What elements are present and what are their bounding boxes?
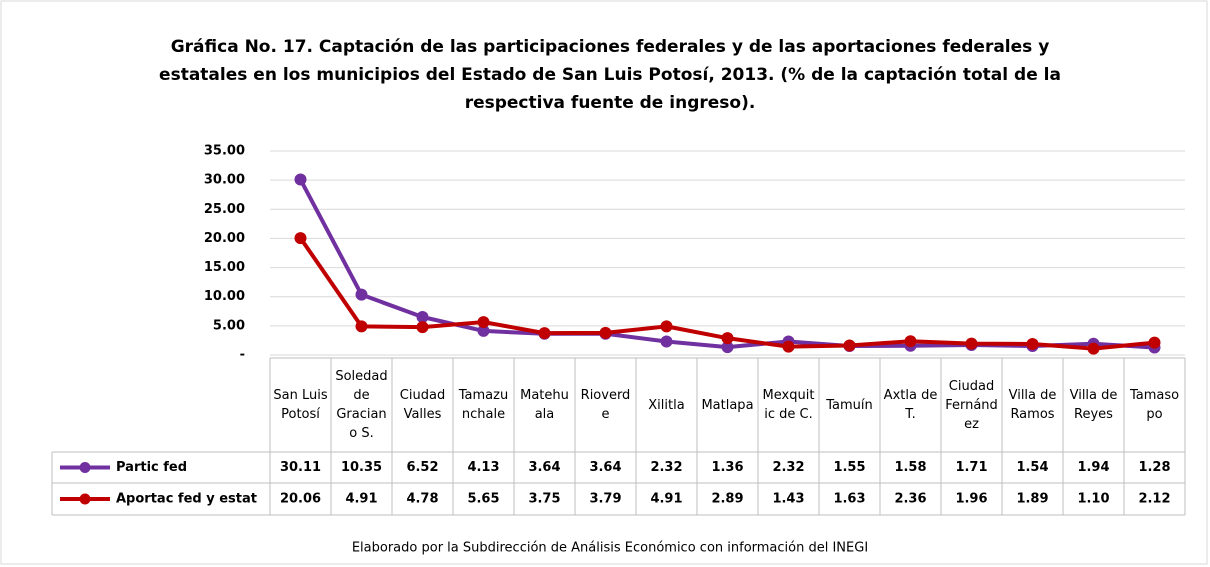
table-value: 1.96 bbox=[955, 492, 987, 507]
table-value: 30.11 bbox=[280, 460, 321, 475]
point bbox=[477, 324, 490, 337]
table-value: 1.89 bbox=[1016, 492, 1048, 507]
point bbox=[599, 326, 612, 339]
y-tick-label: 20.00 bbox=[204, 231, 245, 246]
x-category: Mexquitic de C. bbox=[762, 388, 815, 422]
table-value: 1.94 bbox=[1077, 460, 1109, 475]
x-category: Tamazunchale bbox=[458, 388, 509, 422]
x-category: Matlapa bbox=[701, 397, 754, 413]
y-tick-label: 25.00 bbox=[204, 202, 245, 217]
point bbox=[721, 341, 734, 354]
point bbox=[660, 335, 673, 348]
table-value: 1.71 bbox=[955, 460, 987, 475]
table-value: 3.64 bbox=[589, 460, 621, 475]
category-label: Villa de Ramos bbox=[1008, 388, 1057, 422]
table-value: 1.28 bbox=[1138, 460, 1170, 475]
y-tick-label: 35.00 bbox=[204, 144, 245, 159]
point bbox=[660, 320, 673, 333]
category-label: Tamuín bbox=[826, 397, 873, 413]
point bbox=[416, 321, 429, 334]
table-value: 4.91 bbox=[345, 492, 377, 507]
table-value: 3.79 bbox=[589, 492, 621, 507]
point bbox=[355, 288, 368, 301]
table-value: 1.43 bbox=[772, 492, 804, 507]
point bbox=[721, 332, 734, 345]
y-tick-label: 30.00 bbox=[204, 173, 245, 188]
category-label: Xilitla bbox=[648, 397, 685, 413]
point bbox=[294, 173, 307, 186]
category-label: Matehuala bbox=[520, 388, 569, 422]
point bbox=[416, 310, 429, 323]
x-category: Villa de Ramos bbox=[1008, 388, 1057, 422]
table-value: 1.36 bbox=[711, 460, 743, 475]
footer: Elaborado por la Subdirección de Análisi… bbox=[352, 541, 868, 556]
point bbox=[294, 232, 307, 245]
category-label: Ciudad Fernández bbox=[945, 378, 998, 432]
table-value: 4.78 bbox=[406, 492, 438, 507]
table-value: 1.54 bbox=[1016, 460, 1048, 475]
legend-marker bbox=[79, 493, 91, 505]
table-value: 2.32 bbox=[650, 460, 682, 475]
chart-title: estatales en los municipios del Estado d… bbox=[159, 65, 1061, 85]
x-category: Tamasopo bbox=[1129, 388, 1180, 422]
point bbox=[1148, 336, 1161, 349]
point bbox=[782, 340, 795, 353]
chart-title: Gráfica No. 17. Captación de las partici… bbox=[171, 37, 1050, 57]
point bbox=[904, 335, 917, 348]
category-label: Tamasopo bbox=[1129, 388, 1180, 422]
x-category: Villa de Reyes bbox=[1069, 388, 1118, 422]
y-tick-label: 10.00 bbox=[204, 289, 245, 304]
table-value: 3.75 bbox=[528, 492, 560, 507]
category-label: Axtla de T. bbox=[883, 388, 938, 422]
legend-marker bbox=[79, 462, 91, 473]
category-label: San Luis Potosí bbox=[273, 388, 328, 422]
point bbox=[477, 316, 490, 329]
table-value: 1.63 bbox=[833, 492, 865, 507]
table-value: 10.35 bbox=[341, 460, 382, 475]
category-label: Soledad de Graciano S. bbox=[335, 369, 388, 441]
point bbox=[843, 339, 856, 352]
x-category: Ciudad Valles bbox=[399, 388, 446, 422]
table-value: 2.32 bbox=[772, 460, 804, 475]
chart-title: respectiva fuente de ingreso). bbox=[465, 93, 756, 113]
point bbox=[355, 320, 368, 333]
category-label: Matlapa bbox=[701, 397, 754, 413]
category-label: Tamazunchale bbox=[458, 388, 509, 422]
x-category: San Luis Potosí bbox=[273, 388, 328, 422]
table-value: 1.10 bbox=[1077, 492, 1109, 507]
table-value: 20.06 bbox=[280, 492, 321, 507]
x-category: Ciudad Fernández bbox=[945, 378, 998, 432]
table-value: 4.91 bbox=[650, 492, 682, 507]
table-value: 2.36 bbox=[894, 492, 926, 507]
x-category: Xilitla bbox=[648, 397, 685, 413]
y-tick-label: 5.00 bbox=[213, 318, 245, 333]
legend-label: Aportac fed y estat bbox=[116, 492, 257, 507]
x-category: Matehuala bbox=[520, 388, 569, 422]
point bbox=[1087, 342, 1100, 355]
table-value: 2.89 bbox=[711, 492, 743, 507]
table-value: 6.52 bbox=[406, 460, 438, 475]
table-value: 1.58 bbox=[894, 460, 926, 475]
table-value: 1.55 bbox=[833, 460, 865, 475]
category-label: Ciudad Valles bbox=[399, 388, 446, 422]
table-value: 3.64 bbox=[528, 460, 560, 475]
legend-label: Partic fed bbox=[116, 460, 187, 475]
y-tick-label: 15.00 bbox=[204, 260, 245, 275]
x-category: Tamuín bbox=[826, 397, 873, 413]
category-label: Rioverde bbox=[580, 388, 631, 422]
point bbox=[1026, 337, 1039, 350]
x-category: Rioverde bbox=[580, 388, 631, 422]
x-category: Axtla de T. bbox=[883, 388, 938, 422]
category-label: Mexquitic de C. bbox=[762, 388, 815, 422]
table-value: 4.13 bbox=[467, 460, 499, 475]
table-value: 2.12 bbox=[1138, 492, 1170, 507]
x-category: Soledad de Graciano S. bbox=[335, 369, 388, 441]
point bbox=[965, 337, 978, 350]
point bbox=[538, 327, 551, 340]
category-label: Villa de Reyes bbox=[1069, 388, 1118, 422]
table-value: 5.65 bbox=[467, 492, 499, 507]
y-tick-label: - bbox=[240, 348, 245, 363]
